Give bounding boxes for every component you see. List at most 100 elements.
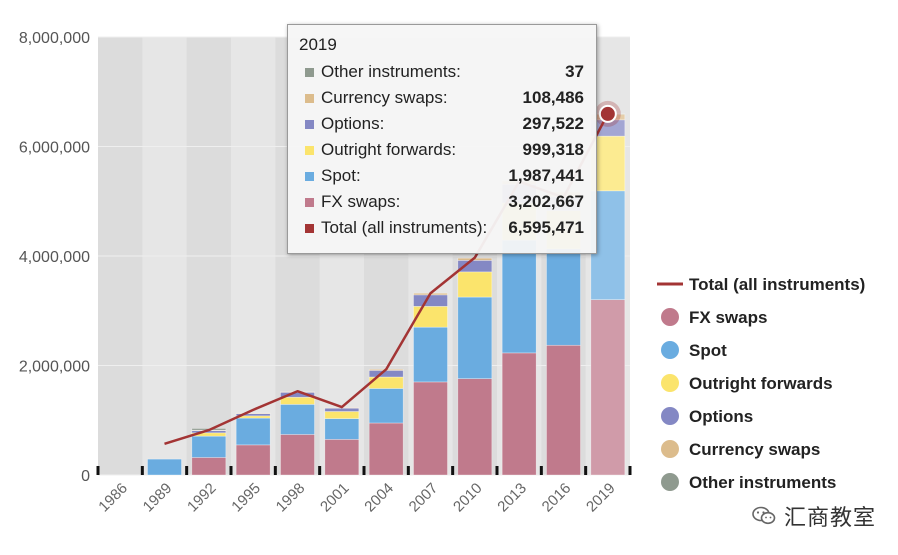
legend-item-spot[interactable]: Spot [661, 341, 727, 360]
x-tick-mark [140, 466, 144, 475]
x-tick-mark [318, 466, 322, 475]
watermark: 汇商教室 [752, 500, 876, 532]
tooltip-value: 1,987,441 [508, 166, 584, 185]
bar-fx-swaps-2007[interactable] [413, 381, 448, 476]
x-tick-label-2004: 2004 [361, 480, 397, 516]
bar-options-2007[interactable] [413, 294, 448, 307]
tooltip-swatch [305, 197, 314, 207]
x-tick-mark [406, 466, 410, 475]
bar-fx-swaps-2013[interactable] [501, 352, 537, 476]
bar-fx-swaps-1998[interactable] [280, 434, 315, 476]
bar-spot-2013[interactable] [501, 239, 537, 354]
tooltip: 2019 Other instruments: 37 Currency swaps:… [287, 24, 597, 254]
legend-label: Options [689, 407, 753, 426]
bar-spot-1992[interactable] [191, 435, 227, 458]
bar-spot-2004[interactable] [368, 388, 404, 424]
bar-outright-forwards-2007[interactable] [413, 306, 448, 328]
legend-label: Spot [689, 341, 727, 360]
legend-item-currency-swaps[interactable]: Currency swaps [661, 440, 820, 459]
bar-fx-swaps-2001[interactable] [324, 439, 360, 476]
legend-label: Currency swaps [689, 440, 820, 459]
legend-label: Outright forwards [689, 374, 833, 393]
bar-spot-2007[interactable] [413, 326, 448, 383]
x-tick-label-2019: 2019 [583, 480, 619, 516]
tooltip-swatch [305, 93, 314, 103]
tooltip-label: Outright forwards: [321, 140, 457, 159]
tooltip-value: 37 [565, 62, 584, 81]
legend-item-other-instruments[interactable]: Other instruments [661, 473, 836, 492]
bar-spot-1995[interactable] [235, 417, 271, 446]
bar-currency-swaps-1995[interactable] [235, 412, 271, 414]
legend-dot-swatch [661, 407, 679, 425]
y-tick-label: 0 [81, 468, 90, 485]
bar-outright-forwards-1998[interactable] [280, 396, 315, 405]
bar-outright-forwards-2001[interactable] [324, 411, 360, 419]
legend-dot-swatch [661, 341, 679, 359]
tooltip-row: FX swaps: 3,202,667 [299, 189, 584, 215]
tooltip-row: Spot: 1,987,441 [299, 163, 584, 189]
bar-fx-swaps-2004[interactable] [368, 422, 404, 476]
x-tick-mark [96, 466, 100, 475]
bar-fx-swaps-2016[interactable] [546, 344, 581, 476]
x-tick-mark [362, 466, 366, 475]
bar-fx-swaps-1995[interactable] [235, 444, 271, 476]
bar-fx-swaps-2010[interactable] [457, 378, 493, 476]
x-tick-mark [495, 466, 499, 475]
bar-spot-2001[interactable] [324, 418, 360, 440]
legend-item-fx-swaps[interactable]: FX swaps [661, 308, 767, 327]
total-point-2019[interactable] [598, 104, 617, 123]
wechat-icon [752, 506, 776, 525]
y-tick-label: 4,000,000 [19, 249, 90, 266]
tooltip-value: 108,486 [522, 88, 584, 107]
bar-options-2004[interactable] [368, 370, 404, 378]
tooltip-row: Outright forwards: 999,318 [299, 137, 584, 163]
x-tick-mark [451, 466, 455, 475]
x-tick-label-1995: 1995 [228, 480, 264, 516]
x-tick-label-2010: 2010 [450, 480, 486, 516]
tooltip-row: Currency swaps: 108,486 [299, 85, 584, 111]
legend-dot-swatch [661, 440, 679, 458]
bar-options-2001[interactable] [324, 407, 360, 412]
tooltip-row: Options: 297,522 [299, 111, 584, 137]
x-tick-mark [628, 466, 632, 475]
x-tick-mark [584, 466, 588, 475]
tooltip-title: 2019 [299, 35, 337, 54]
legend-dot-swatch [661, 308, 679, 326]
x-tick-mark [539, 466, 543, 475]
x-tick-label-2013: 2013 [494, 480, 530, 516]
tooltip-swatch [305, 67, 314, 77]
tooltip-value: 3,202,667 [508, 192, 584, 211]
tooltip-value: 999,318 [522, 140, 584, 159]
legend-item-total-all-instruments[interactable]: Total (all instruments) [657, 275, 865, 294]
bar-fx-swaps-2019[interactable] [590, 299, 626, 476]
tooltip-label: Currency swaps: [321, 88, 448, 107]
tooltip-label: Spot: [321, 166, 361, 185]
legend-dot-swatch [661, 374, 679, 392]
legend-label: Other instruments [689, 473, 836, 492]
legend-item-outright-forwards[interactable]: Outright forwards [661, 374, 833, 393]
tooltip-label: Total (all instruments): [321, 218, 488, 237]
watermark-text: 汇商教室 [784, 505, 877, 530]
tooltip-row: Total (all instruments): 6,595,471 [299, 215, 584, 241]
tooltip-swatch [305, 223, 314, 233]
y-tick-label: 8,000,000 [19, 30, 90, 47]
tooltip-value: 6,595,471 [508, 218, 584, 237]
tooltip-label: Options: [321, 114, 385, 133]
x-tick-label-2007: 2007 [406, 480, 442, 516]
x-tick-label-1986: 1986 [95, 480, 131, 516]
x-tick-label-1998: 1998 [273, 480, 309, 516]
bar-fx-swaps-1992[interactable] [191, 457, 227, 476]
bar-spot-1998[interactable] [280, 404, 315, 435]
bar-outright-forwards-2010[interactable] [457, 271, 493, 298]
tooltip-swatch [305, 171, 314, 181]
bar-spot-1989[interactable] [147, 458, 182, 476]
tooltip-label: Other instruments: [321, 62, 461, 81]
tooltip-row: Other instruments: 37 [299, 59, 584, 85]
bar-spot-2010[interactable] [457, 296, 493, 379]
tooltip-value: 297,522 [522, 114, 584, 133]
y-tick-label: 2,000,000 [19, 359, 90, 376]
legend-item-options[interactable]: Options [661, 407, 753, 426]
x-tick-mark [273, 466, 277, 475]
legend-label: Total (all instruments) [689, 275, 865, 294]
bar-spot-2016[interactable] [546, 248, 581, 346]
